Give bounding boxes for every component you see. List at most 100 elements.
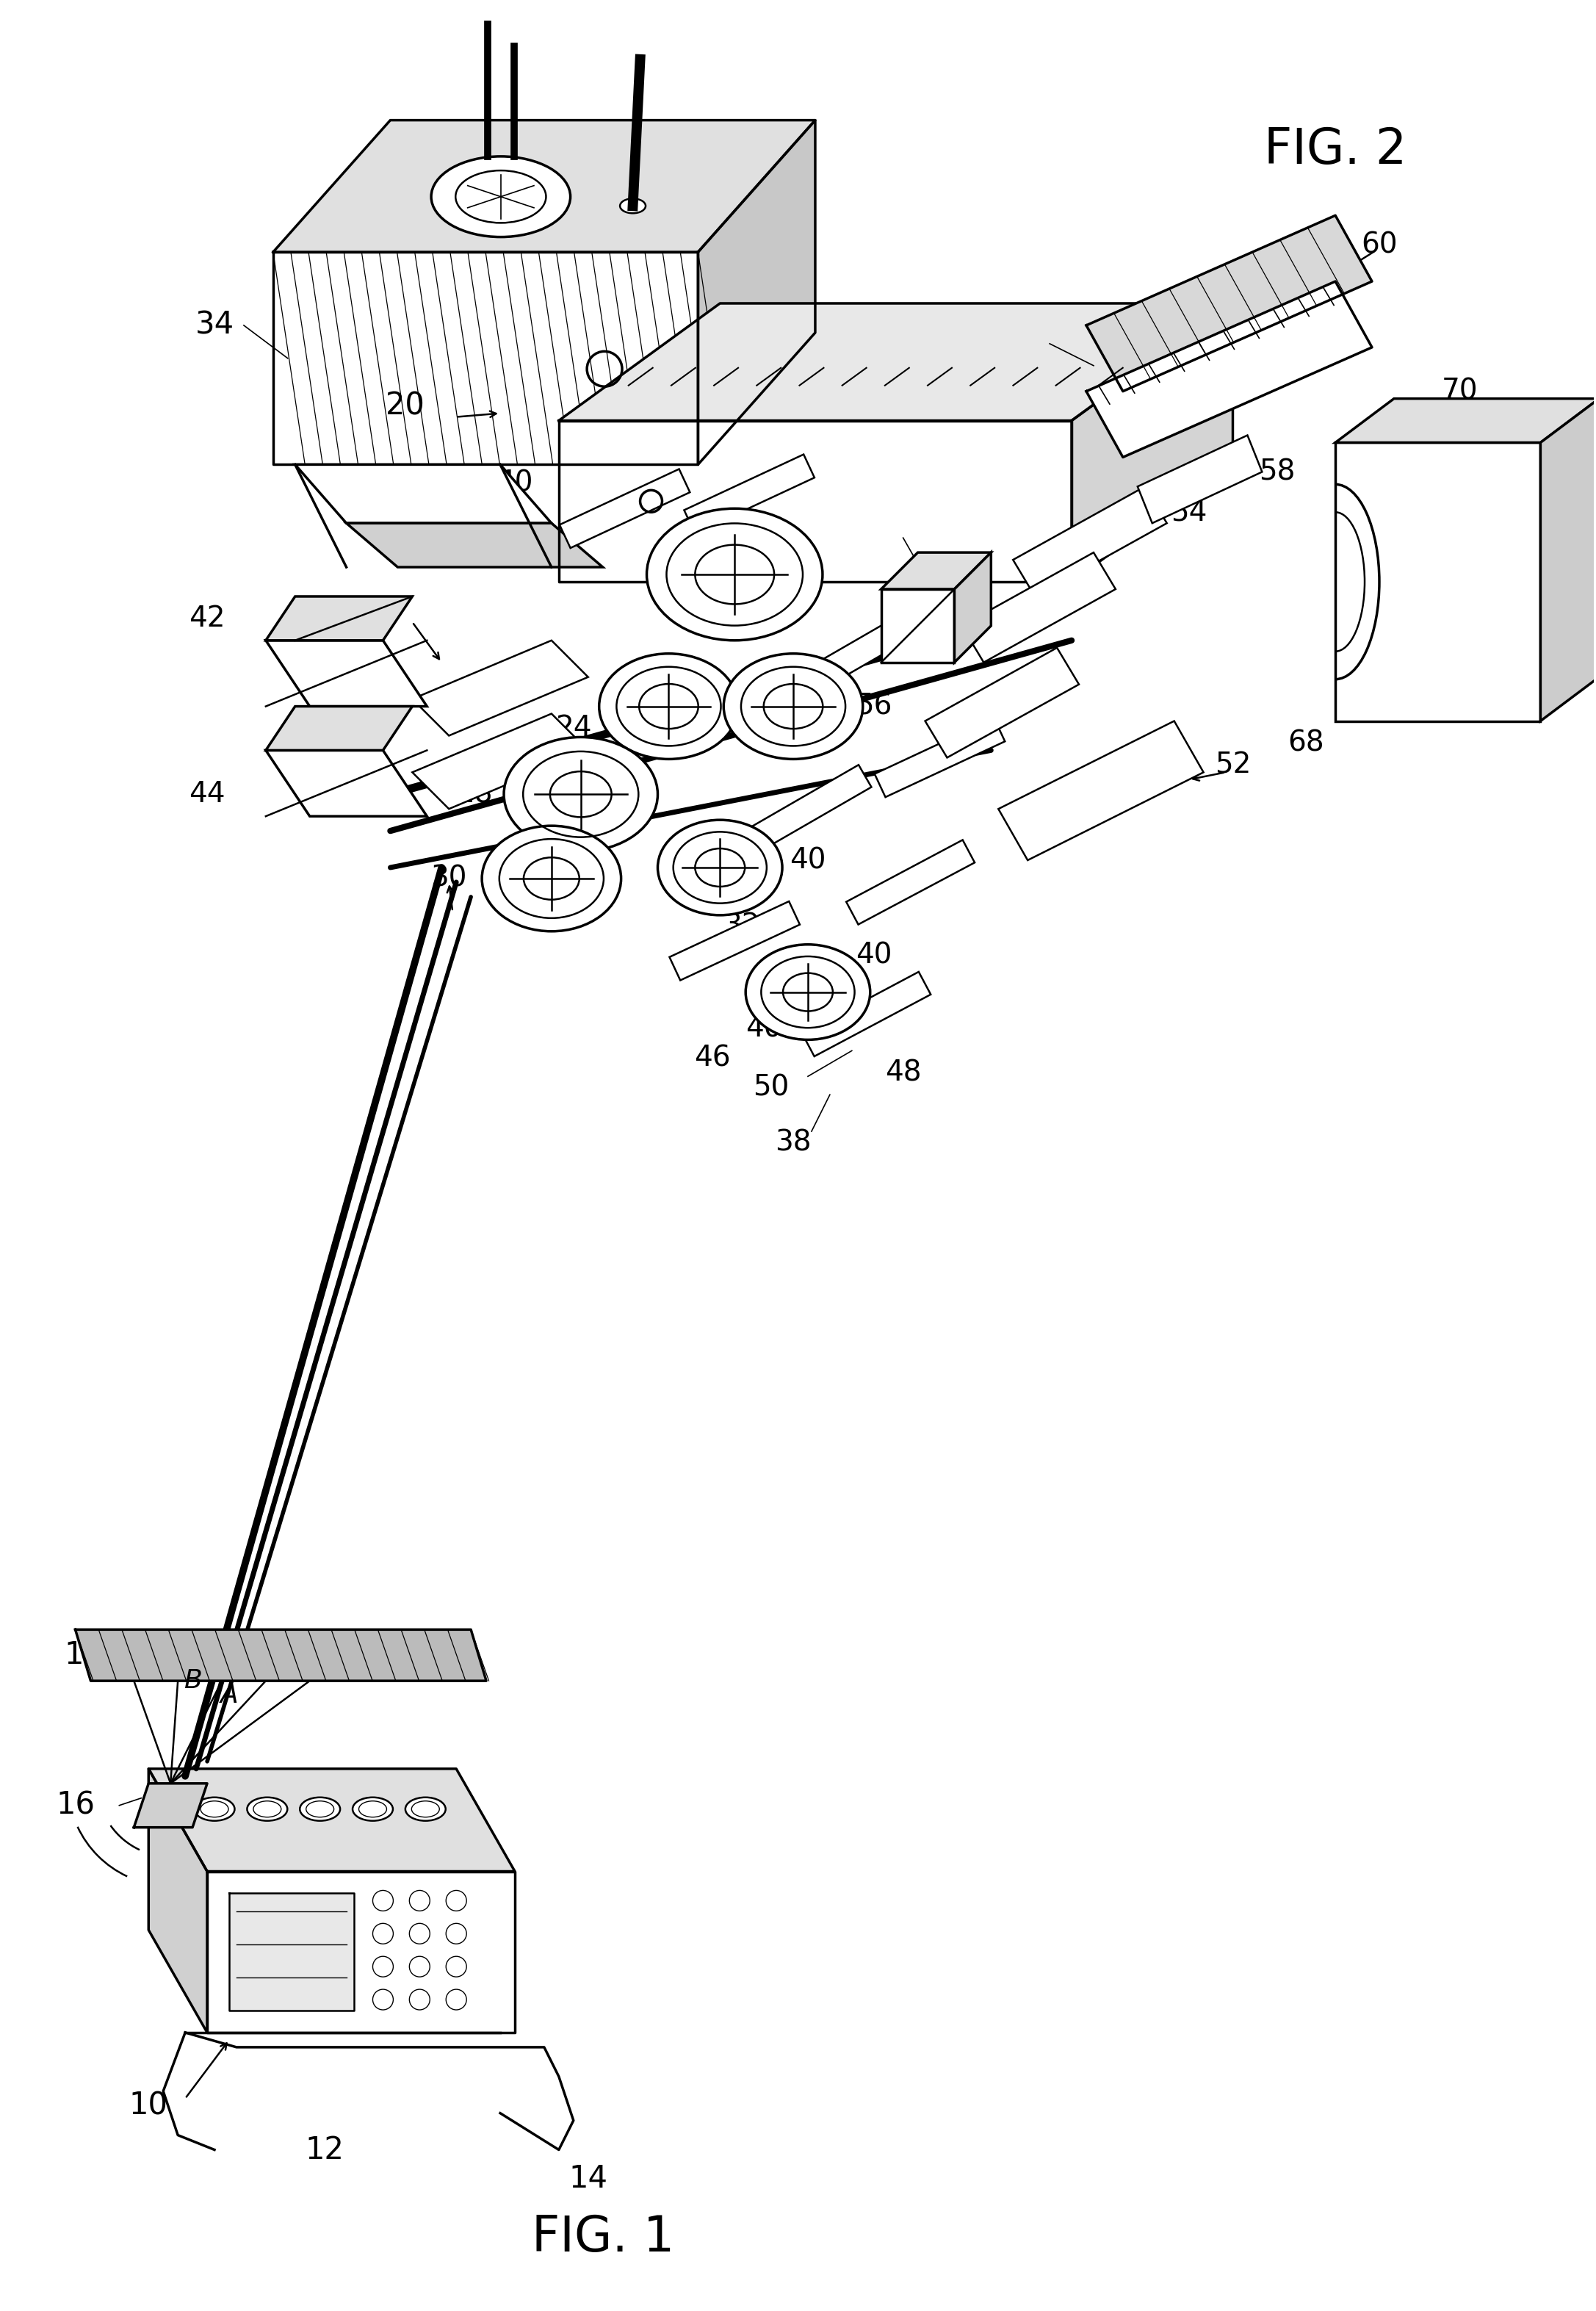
- Text: 58: 58: [1259, 458, 1294, 485]
- Ellipse shape: [598, 654, 739, 758]
- Ellipse shape: [658, 820, 782, 915]
- Ellipse shape: [646, 508, 822, 640]
- Text: 40: 40: [496, 469, 533, 497]
- Polygon shape: [697, 120, 816, 465]
- Text: B: B: [184, 1669, 201, 1694]
- Text: 20: 20: [386, 391, 425, 421]
- Text: 32: 32: [723, 913, 760, 941]
- Text: FIG. 1: FIG. 1: [531, 2214, 674, 2262]
- Text: 46: 46: [694, 1045, 731, 1072]
- Circle shape: [373, 1957, 393, 1976]
- Polygon shape: [75, 1629, 487, 1680]
- Polygon shape: [346, 522, 603, 566]
- Polygon shape: [685, 455, 814, 534]
- Polygon shape: [267, 640, 428, 707]
- Ellipse shape: [431, 157, 570, 238]
- Ellipse shape: [195, 1798, 235, 1821]
- Circle shape: [445, 1923, 466, 1944]
- Polygon shape: [962, 552, 1116, 663]
- Polygon shape: [559, 421, 1071, 582]
- Text: 38: 38: [776, 1128, 811, 1156]
- Polygon shape: [1138, 434, 1262, 522]
- Text: 38: 38: [365, 596, 401, 624]
- Text: 16: 16: [56, 1791, 94, 1821]
- Text: 40: 40: [855, 941, 892, 968]
- Polygon shape: [267, 751, 428, 816]
- Polygon shape: [803, 973, 930, 1056]
- Polygon shape: [817, 596, 945, 684]
- Polygon shape: [1013, 488, 1167, 596]
- Polygon shape: [1336, 444, 1540, 721]
- Text: 52: 52: [1215, 751, 1251, 779]
- Text: 18: 18: [64, 1641, 104, 1671]
- Text: 24: 24: [555, 714, 592, 742]
- Circle shape: [445, 1990, 466, 2011]
- Text: 54: 54: [1171, 499, 1207, 527]
- Polygon shape: [559, 303, 1232, 421]
- Text: 22: 22: [614, 501, 650, 529]
- Polygon shape: [1087, 215, 1373, 391]
- Text: 34: 34: [195, 310, 235, 340]
- Polygon shape: [881, 589, 954, 663]
- Text: 40: 40: [790, 846, 827, 874]
- Ellipse shape: [247, 1798, 287, 1821]
- Polygon shape: [926, 647, 1079, 758]
- Polygon shape: [1540, 397, 1596, 721]
- Text: 68: 68: [1288, 728, 1325, 758]
- Polygon shape: [267, 596, 412, 640]
- Circle shape: [409, 1923, 429, 1944]
- Text: 48: 48: [884, 1058, 921, 1086]
- Polygon shape: [560, 469, 689, 548]
- Ellipse shape: [482, 825, 621, 931]
- Polygon shape: [412, 640, 587, 735]
- Text: 66: 66: [1013, 384, 1050, 414]
- Text: 50: 50: [753, 1072, 790, 1102]
- Text: 36: 36: [394, 481, 431, 508]
- Polygon shape: [134, 1784, 207, 1828]
- Text: 10: 10: [129, 2091, 168, 2121]
- Polygon shape: [273, 252, 697, 465]
- Text: A: A: [220, 1682, 238, 1708]
- Circle shape: [373, 1890, 393, 1911]
- Text: 14: 14: [568, 2163, 608, 2195]
- Polygon shape: [1087, 282, 1373, 458]
- Circle shape: [409, 1957, 429, 1976]
- Text: 80: 80: [884, 525, 921, 552]
- Polygon shape: [875, 719, 1005, 797]
- Polygon shape: [1071, 303, 1232, 582]
- Ellipse shape: [405, 1798, 445, 1821]
- Polygon shape: [669, 901, 800, 980]
- Polygon shape: [207, 1872, 516, 2034]
- Ellipse shape: [353, 1798, 393, 1821]
- Text: FIG. 2: FIG. 2: [1264, 125, 1406, 173]
- Circle shape: [373, 1923, 393, 1944]
- Polygon shape: [999, 721, 1203, 860]
- Circle shape: [409, 1990, 429, 2011]
- Ellipse shape: [504, 737, 658, 850]
- Text: 40: 40: [951, 721, 988, 749]
- Ellipse shape: [300, 1798, 340, 1821]
- Text: 30: 30: [431, 864, 468, 892]
- Text: 40: 40: [745, 1015, 782, 1042]
- Circle shape: [445, 1890, 466, 1911]
- Text: 40: 40: [776, 656, 811, 684]
- Text: 44: 44: [188, 781, 225, 809]
- Text: 26: 26: [812, 714, 847, 742]
- Text: 40: 40: [629, 446, 666, 474]
- Ellipse shape: [619, 199, 646, 213]
- Circle shape: [373, 1990, 393, 2011]
- Text: 62: 62: [994, 326, 1031, 354]
- Text: 40: 40: [790, 545, 827, 573]
- Circle shape: [445, 1957, 466, 1976]
- Polygon shape: [744, 765, 871, 853]
- Circle shape: [409, 1890, 429, 1911]
- Text: 70: 70: [1441, 377, 1478, 404]
- Polygon shape: [230, 1893, 354, 2011]
- Polygon shape: [148, 1768, 516, 1872]
- Polygon shape: [954, 552, 991, 663]
- Polygon shape: [412, 714, 587, 809]
- Text: 56: 56: [892, 594, 929, 622]
- Ellipse shape: [723, 654, 863, 758]
- Polygon shape: [1336, 397, 1596, 444]
- Polygon shape: [846, 839, 975, 924]
